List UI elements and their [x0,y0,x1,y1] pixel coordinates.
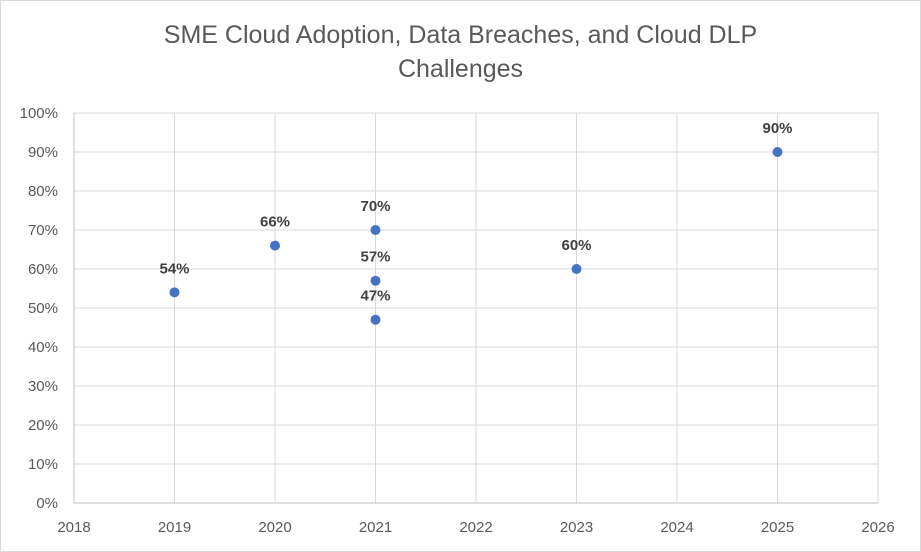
data-point [571,264,582,274]
y-tick-label: 70% [28,222,58,239]
y-tick-label: 80% [28,183,58,200]
x-tick-label: 2024 [660,519,693,536]
chart-title: SME Cloud Adoption, Data Breaches, and C… [0,18,921,86]
y-tick-label: 30% [28,378,58,395]
data-point [370,275,381,286]
y-tick-label: 40% [28,339,58,356]
data-label: 60% [561,237,591,254]
y-axis-ticks: 0% 10% 20% 30% 40% 50% 60% 70% 80% 90% 100% [20,105,58,512]
data-point [370,314,381,325]
y-tick-label: 100% [20,105,58,122]
y-tick-label: 90% [28,144,58,161]
y-tick-label: 60% [28,261,58,278]
data-point [270,240,280,251]
chart-title-line-1: SME Cloud Adoption, Data Breaches, and C… [163,21,758,49]
x-tick-label: 2022 [459,519,492,536]
y-tick-label: 10% [28,456,58,473]
data-label: 47% [360,288,390,305]
y-tick-label: 50% [28,300,58,317]
data-points [169,147,783,325]
data-label: 54% [159,260,189,277]
gridlines [73,112,879,504]
data-label: 90% [762,120,792,137]
data-label: 57% [360,249,390,266]
x-tick-label: 2025 [761,519,794,536]
x-tick-label: 2026 [861,519,894,536]
data-labels: 54% 66% 70% 57% 47% 60% 90% [159,120,792,305]
x-tick-label: 2020 [258,519,291,536]
data-point [370,225,381,235]
data-label: 70% [360,198,390,215]
x-axis-ticks: 2018 2019 2020 2021 2022 2023 2024 2025 2026 [57,519,894,536]
y-tick-label: 20% [28,417,58,434]
data-point [772,147,783,157]
x-tick-label: 2019 [158,519,191,536]
x-tick-label: 2021 [359,519,392,536]
chart-title-line-2: Challenges [397,55,524,83]
x-tick-label: 2018 [57,519,90,536]
data-label: 66% [260,214,290,231]
x-tick-label: 2023 [560,519,593,536]
y-tick-label: 0% [36,495,58,512]
data-point [169,287,180,298]
